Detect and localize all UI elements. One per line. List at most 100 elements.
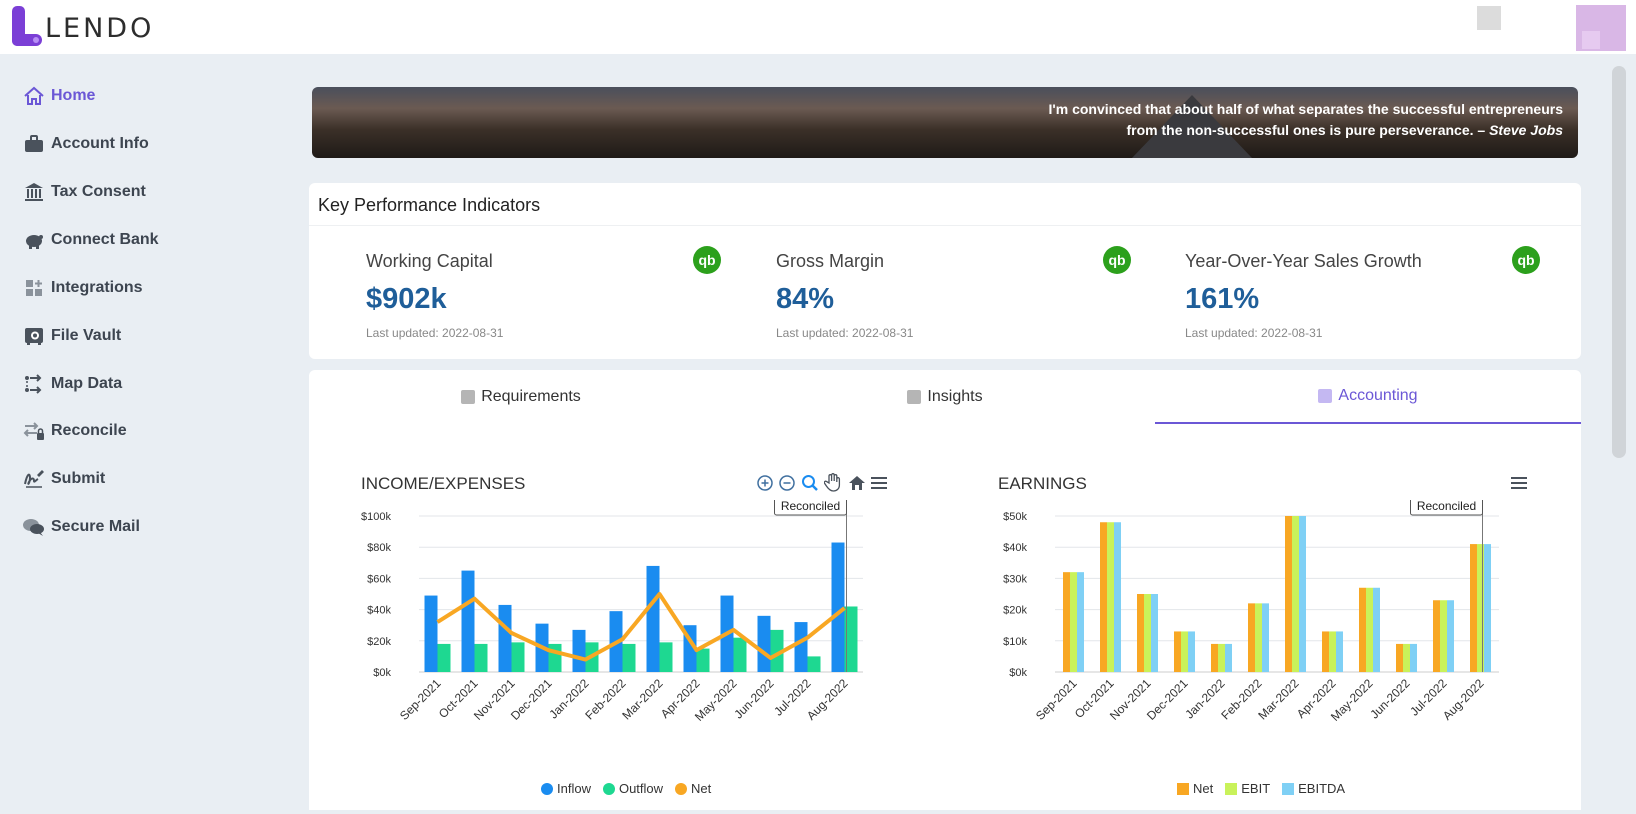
top-bar: LENDO (0, 0, 1636, 54)
y-tick-label: $60k (367, 573, 391, 585)
road-image (1132, 95, 1252, 158)
bar-outflow (807, 656, 821, 672)
sidebar-item-file-vault[interactable]: File Vault (22, 321, 121, 351)
reconciled-annotation: Reconciled (774, 500, 847, 516)
map-data-icon (22, 372, 46, 396)
bar-ebitda (1114, 522, 1121, 672)
y-tick-label: $20k (1003, 605, 1027, 617)
integrations-icon (22, 276, 46, 300)
sidebar-item-account-info[interactable]: Account Info (22, 129, 149, 159)
notification-placeholder-icon[interactable] (1477, 6, 1501, 30)
y-tick-label: $0k (1009, 667, 1027, 679)
bar-outflow (844, 606, 858, 672)
divider (309, 225, 1581, 226)
bar-ebit (1292, 516, 1299, 672)
chart-menu-icon[interactable] (869, 473, 889, 493)
sidebar-item-submit[interactable]: Submit (22, 464, 105, 494)
x-tick-label: Sep-2021 (1033, 676, 1080, 723)
legend-net[interactable]: Net (675, 781, 711, 796)
chat-icon (22, 515, 46, 539)
bar-net (1396, 643, 1403, 672)
income-expenses-title: INCOME/EXPENSES (361, 474, 526, 493)
reset-home-icon[interactable] (847, 473, 867, 493)
y-tick-label: $20k (367, 636, 391, 648)
signature-icon (22, 467, 46, 491)
y-tick-label: $40k (367, 605, 391, 617)
bar-ebit (1218, 643, 1225, 672)
bar-net (1285, 516, 1292, 672)
sidebar-item-connect-bank[interactable]: Connect Bank (22, 225, 159, 255)
chart-menu-icon[interactable] (1509, 473, 1529, 493)
bar-ebitda (1188, 631, 1195, 672)
sidebar-item-tax-consent[interactable]: Tax Consent (22, 177, 146, 207)
vault-icon (22, 324, 46, 348)
bank-icon (22, 180, 46, 204)
zoom-out-icon[interactable] (777, 473, 797, 493)
x-tick-label: Mar-2022 (619, 676, 665, 722)
bar-ebitda (1373, 587, 1380, 672)
earnings-legend: Net EBIT EBITDA (1177, 781, 1357, 796)
lendo-logo[interactable]: LENDO (10, 6, 154, 46)
bar-ebitda (1484, 544, 1491, 672)
legend-ebitda[interactable]: EBITDA (1282, 781, 1345, 796)
bar-ebit (1329, 631, 1336, 672)
y-tick-label: $10k (1003, 636, 1027, 648)
sidebar-item-integrations[interactable]: Integrations (22, 273, 143, 303)
bar-net (1322, 631, 1329, 672)
sidebar-item-label: Home (51, 87, 96, 104)
bar-net (1248, 603, 1255, 672)
briefcase-icon (22, 132, 46, 156)
bar-inflow (461, 570, 475, 672)
legend-net[interactable]: Net (1177, 781, 1213, 796)
kpi-working-capital: Working Capital $902k Last updated: 2022… (366, 246, 721, 341)
bar-outflow (733, 637, 747, 672)
bar-inflow (646, 565, 660, 672)
kpi-name: Working Capital (366, 251, 493, 271)
bar-net (1100, 522, 1107, 672)
home-icon (22, 84, 46, 108)
sidebar-item-secure-mail[interactable]: Secure Mail (22, 512, 140, 542)
bar-ebitda (1077, 572, 1084, 672)
bar-outflow (622, 643, 636, 672)
avatar[interactable] (1576, 5, 1626, 51)
sidebar-item-label: Connect Bank (51, 231, 159, 248)
x-tick-label: Dec-2021 (1144, 676, 1191, 723)
bar-ebitda (1447, 600, 1454, 672)
x-tick-label: Jun-2022 (731, 676, 777, 722)
reconciled-box (1410, 500, 1483, 516)
sidebar-item-home[interactable]: Home (22, 81, 95, 111)
x-tick-label: Mar-2022 (1255, 676, 1301, 722)
bar-inflow (424, 595, 438, 672)
bar-ebitda (1410, 643, 1417, 672)
bar-ebit (1477, 544, 1484, 672)
quote-line-2: from the non-successful ones is pure per… (1126, 122, 1563, 138)
legend-outflow[interactable]: Outflow (602, 781, 663, 796)
x-tick-label: Aug-2022 (804, 676, 851, 723)
sidebar-item-map-data[interactable]: Map Data (22, 369, 122, 399)
sidebar-item-label: Map Data (51, 375, 123, 392)
sidebar-item-label: File Vault (51, 327, 122, 344)
bar-outflow (474, 643, 488, 672)
bar-net (1063, 572, 1070, 672)
sidebar: Home Account Info Tax Consent Connect Ba… (0, 54, 290, 814)
zoom-in-icon[interactable] (755, 473, 775, 493)
earnings-chart: $0k$10k$20k$30k$40k$50kSep-2021Oct-2021N… (1003, 500, 1499, 724)
zoom-select-icon[interactable] (800, 473, 820, 493)
quote-line-1: I'm convinced that about half of what se… (1048, 101, 1563, 117)
tab-accounting[interactable]: Accounting (1155, 370, 1581, 424)
legend-inflow[interactable]: Inflow (541, 781, 591, 796)
tab-insights[interactable]: Insights (733, 370, 1157, 424)
legend-ebit[interactable]: EBIT (1225, 781, 1270, 796)
bar-net (1211, 643, 1218, 672)
x-tick-label: Sep-2021 (397, 676, 444, 723)
bar-inflow (831, 542, 845, 672)
page-scrollbar[interactable] (1612, 66, 1626, 458)
quickbooks-icon: qb (1103, 246, 1131, 274)
bar-outflow (437, 643, 451, 672)
tabs-card: Requirements Insights Accounting INCOME/… (309, 370, 1581, 810)
pan-hand-icon[interactable] (823, 472, 843, 492)
sidebar-item-label: Account Info (51, 135, 149, 152)
reconciled-annotation: Reconciled (1410, 500, 1483, 516)
sidebar-item-reconcile[interactable]: Reconcile (22, 416, 127, 446)
tab-requirements[interactable]: Requirements (309, 370, 733, 424)
